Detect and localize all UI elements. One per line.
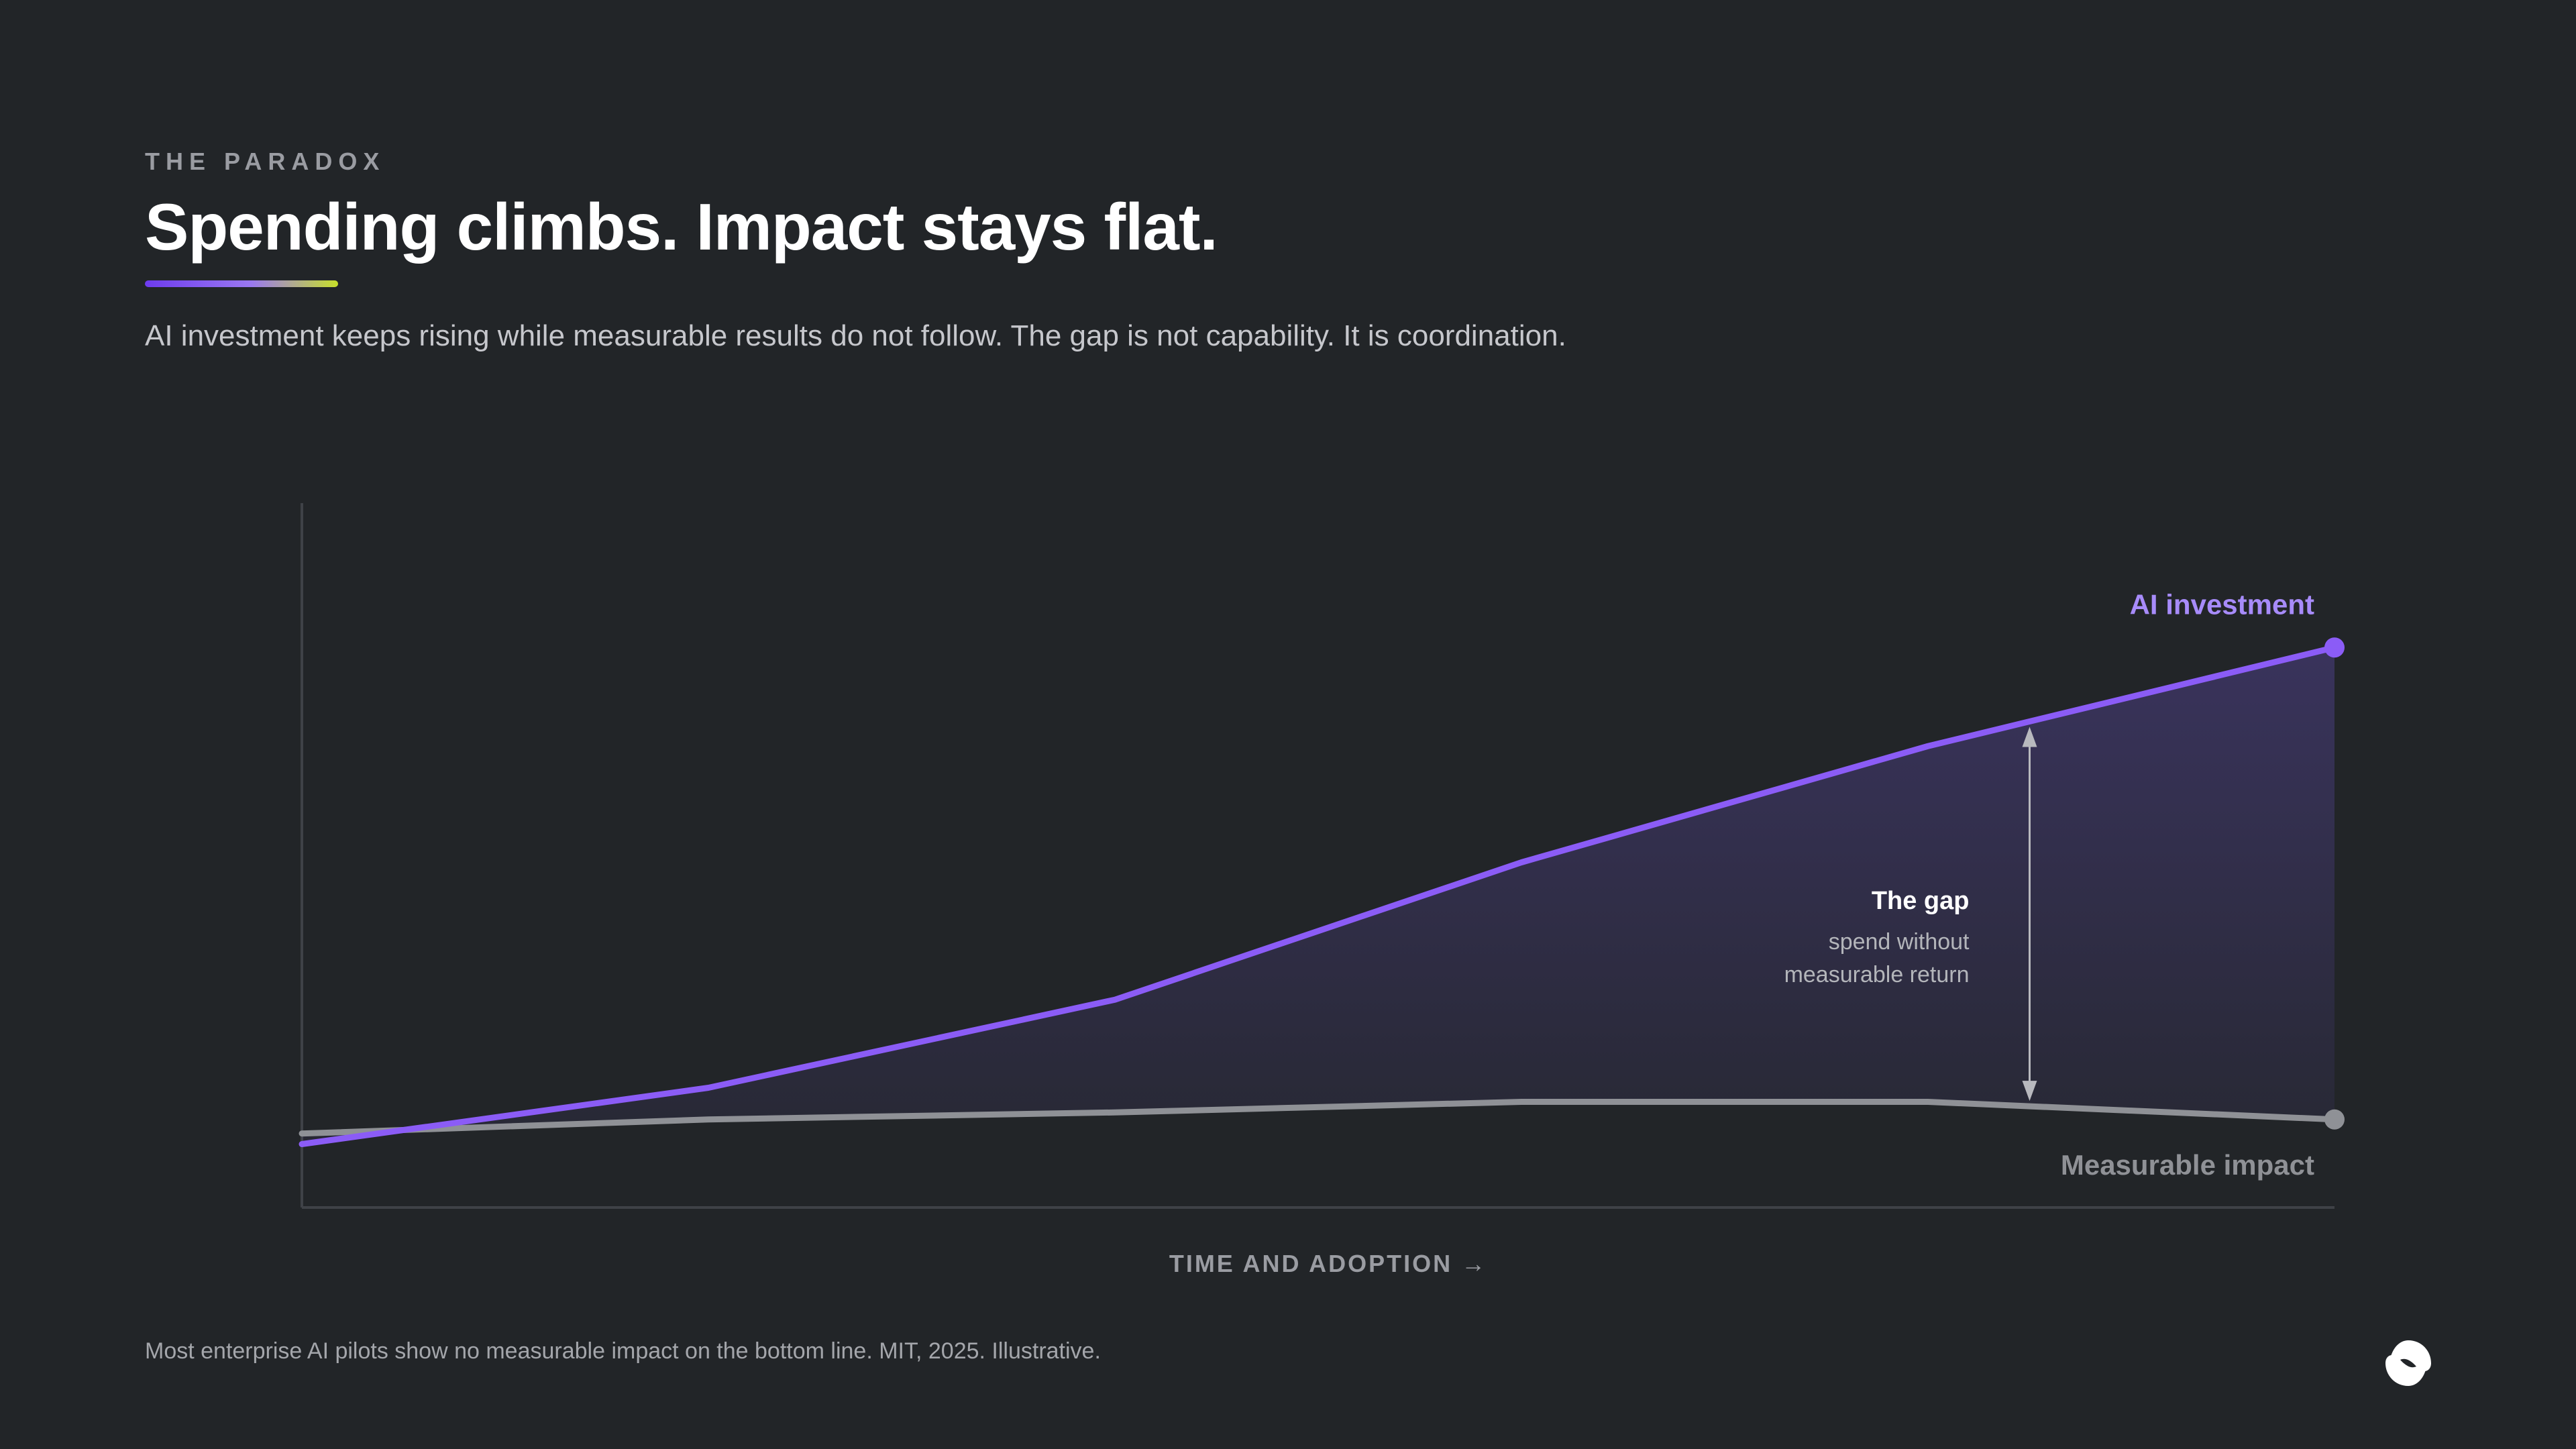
- series-label-ai-investment: AI investment: [2130, 588, 2314, 620]
- gap-arrow-head-bottom: [2022, 1081, 2037, 1102]
- page-title: Spending climbs. Impact stays flat.: [145, 190, 1218, 264]
- series-label-measurable-impact: Measurable impact: [2061, 1149, 2314, 1181]
- gap-area: [302, 647, 2334, 1144]
- brand-logo-icon: [2385, 1340, 2431, 1386]
- gap-arrow-head-top: [2022, 727, 2037, 747]
- endpoint-measurable-impact: [2324, 1109, 2345, 1130]
- gap-annotation-title: The gap: [1872, 887, 1970, 915]
- eyebrow-label: THE PARADOX: [145, 148, 386, 175]
- title-accent-bar: [145, 280, 338, 287]
- gap-annotation-line: spend without: [1829, 929, 1970, 955]
- x-axis-label: TIME AND ADOPTION →: [1169, 1250, 1487, 1277]
- gap-annotation-line: measurable return: [1784, 962, 1970, 987]
- series-line-measurable-impact: [299, 1099, 2338, 1137]
- endpoint-ai-investment: [2324, 637, 2345, 658]
- source-footnote: Most enterprise AI pilots show no measur…: [145, 1338, 1101, 1364]
- page-subtitle: AI investment keeps rising while measura…: [145, 319, 1566, 352]
- series-line-ai-investment: [299, 644, 2338, 1147]
